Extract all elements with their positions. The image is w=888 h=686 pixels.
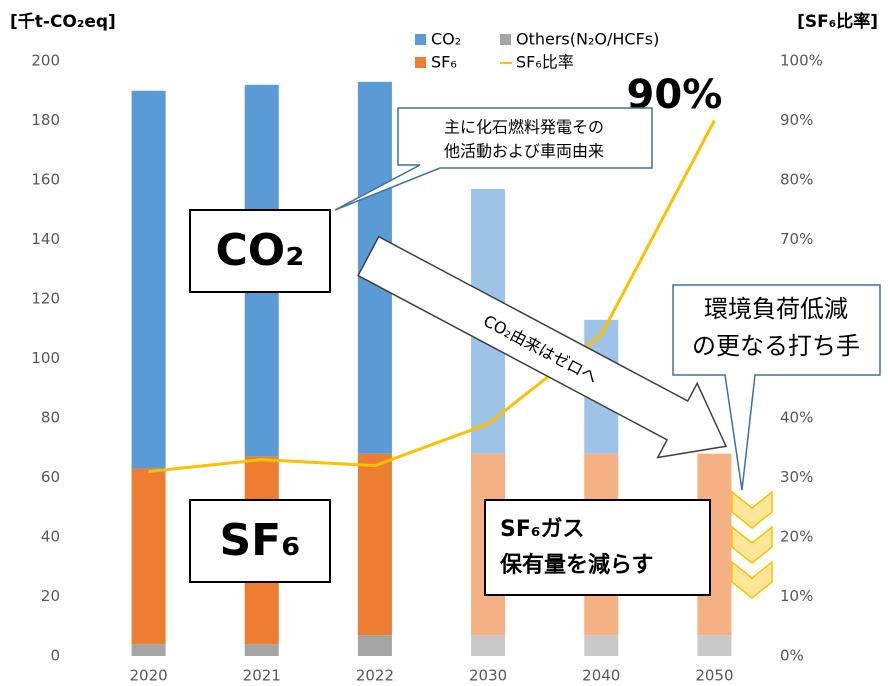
chevron bbox=[731, 525, 773, 564]
y2-tick-label: 70% bbox=[780, 230, 813, 248]
y-tick-label: 160 bbox=[31, 171, 60, 189]
y2-tick-label: 90% bbox=[780, 111, 813, 129]
x-tick-label: 2040 bbox=[582, 667, 620, 685]
arrow-shape bbox=[357, 235, 728, 459]
y2-tick-label: 0% bbox=[780, 647, 804, 665]
y-tick-label: 120 bbox=[31, 290, 60, 308]
reduce-box bbox=[484, 499, 711, 596]
bar bbox=[584, 635, 619, 656]
bar bbox=[357, 635, 392, 656]
sf6-box bbox=[189, 499, 331, 583]
y2-tick-label: 40% bbox=[780, 409, 813, 427]
y-tick-label: 100 bbox=[31, 349, 60, 367]
legend-label: SF₆比率 bbox=[516, 53, 574, 72]
y2-tick-label: 100% bbox=[780, 52, 823, 70]
y2-tick-label: 10% bbox=[780, 587, 813, 605]
y2-axis-label: [SF₆比率] bbox=[797, 11, 878, 32]
x-tick-label: 2020 bbox=[129, 667, 167, 685]
y-axis-label: [千t-CO₂eq] bbox=[10, 12, 116, 32]
chevrons bbox=[731, 490, 773, 599]
x-tick-label: 2030 bbox=[469, 667, 507, 685]
bar bbox=[131, 644, 166, 656]
co2-text: CO₂ bbox=[216, 225, 305, 276]
legend-label: CO₂ bbox=[431, 30, 461, 49]
bar bbox=[131, 468, 166, 645]
measure-box bbox=[672, 284, 881, 491]
legend-swatch bbox=[500, 34, 511, 45]
callout-text: 主に化石燃料発電その bbox=[444, 118, 604, 137]
y-tick-label: 80 bbox=[41, 409, 60, 427]
y-tick-label: 0 bbox=[50, 647, 60, 665]
reduce-text: SF₆ガス bbox=[500, 517, 585, 542]
chevron bbox=[731, 490, 773, 529]
y-tick-label: 140 bbox=[31, 230, 60, 248]
callout-text: 他活動および車両由来 bbox=[444, 142, 604, 161]
y2-tick-label: 80% bbox=[780, 171, 813, 189]
y-tick-label: 40 bbox=[41, 528, 60, 546]
reduce-text: 保有量を減らす bbox=[499, 552, 654, 578]
y-tick-label: 180 bbox=[31, 111, 60, 129]
bar bbox=[471, 635, 506, 656]
line bbox=[148, 119, 716, 474]
y-tick-label: 60 bbox=[41, 468, 60, 486]
bar bbox=[131, 90, 166, 469]
y-tick-label: 200 bbox=[31, 52, 60, 70]
legend-label: Others(N₂O/HCFs) bbox=[516, 30, 659, 49]
legend-label: SF₆ bbox=[431, 53, 457, 72]
legend-swatch bbox=[415, 34, 426, 45]
y2-tick-label: 20% bbox=[780, 528, 813, 546]
co2-box bbox=[189, 209, 331, 293]
x-tick-label: 2021 bbox=[243, 667, 281, 685]
annotations: 主に化石燃料発電その他活動および車両由来CO₂SF₆CO₂由来はゼロへ環境負荷低… bbox=[189, 107, 881, 599]
sf6-text: SF₆ bbox=[219, 515, 300, 566]
arrow bbox=[357, 235, 728, 459]
x-tick-label: 2050 bbox=[695, 667, 733, 685]
y2-tick-label: 30% bbox=[780, 468, 813, 486]
legend-swatch bbox=[415, 57, 426, 68]
callout-box bbox=[334, 107, 653, 211]
chevron bbox=[731, 560, 773, 599]
bar bbox=[244, 644, 279, 656]
y-tick-label: 20 bbox=[41, 587, 60, 605]
bar bbox=[697, 635, 732, 656]
measure-text: の更なる打ち手 bbox=[692, 332, 860, 360]
x-tick-label: 2022 bbox=[356, 667, 394, 685]
measure-text: 環境負荷低減 bbox=[704, 295, 848, 323]
bar bbox=[357, 453, 392, 636]
